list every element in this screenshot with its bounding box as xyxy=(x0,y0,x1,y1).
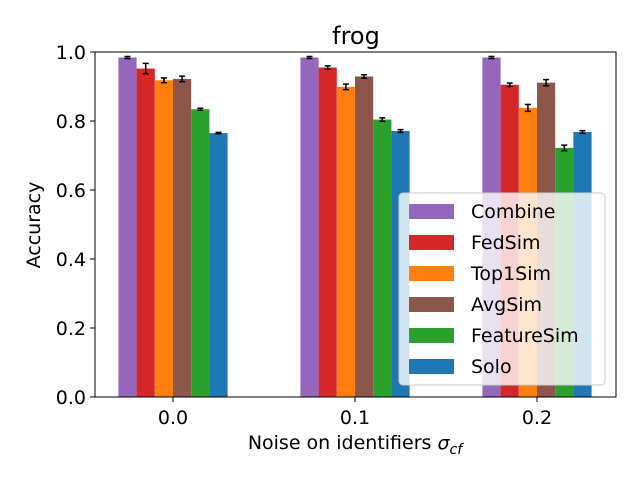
y-tick-label-0.8: 0.8 xyxy=(56,111,86,133)
y-tick-label-0.0: 0.0 xyxy=(56,387,86,409)
legend-label-top1sim: Top1Sim xyxy=(470,263,551,285)
y-axis-label: Accuracy xyxy=(23,182,45,269)
legend-label-featuresim: FeatureSim xyxy=(471,325,579,347)
legend-swatch-avgsim xyxy=(409,297,454,312)
legend-swatch-fedsim xyxy=(409,235,454,250)
legend: Combine FedSim Top1Sim AvgSim FeatureSim Solo xyxy=(398,192,606,386)
legend-label-solo: Solo xyxy=(471,356,512,378)
legend-swatch-featuresim xyxy=(409,328,454,343)
bar-fedsim-0.1 xyxy=(318,67,337,398)
x-axis-label-text: Noise on identifiers xyxy=(248,432,438,454)
legend-swatch-top1sim xyxy=(409,266,454,281)
x-tick-label-0.0: 0.0 xyxy=(158,407,188,429)
bar-avgsim-0.0 xyxy=(173,78,192,397)
bar-top1sim-0.0 xyxy=(154,80,173,397)
y-tick-label-0.4: 0.4 xyxy=(56,249,86,271)
legend-swatch-solo xyxy=(409,359,454,374)
x-axis-label: Noise on identifiers σcf xyxy=(248,432,464,458)
bar-fedsim-0.0 xyxy=(136,68,155,397)
y-tick-label-0.2: 0.2 xyxy=(56,318,86,340)
y-tick-label-0.6: 0.6 xyxy=(56,180,86,202)
legend-swatch-combine xyxy=(409,204,454,219)
legend-label-combine: Combine xyxy=(471,201,555,223)
x-tick-label-0.2: 0.2 xyxy=(522,407,552,429)
bar-avgsim-0.1 xyxy=(355,76,374,398)
x-axis-label-subscript: cf xyxy=(450,442,465,458)
legend-label-avgsim: AvgSim xyxy=(471,294,542,316)
bar-top1sim-0.1 xyxy=(336,86,355,397)
y-tick-label-1.0: 1.0 xyxy=(56,42,86,64)
bar-solo-0.0 xyxy=(209,133,228,397)
x-tick-label-0.1: 0.1 xyxy=(340,407,370,429)
legend-label-fedsim: FedSim xyxy=(471,232,541,254)
bar-featuresim-0.1 xyxy=(373,119,392,398)
chart-title: frog xyxy=(332,22,380,50)
bar-combine-0.1 xyxy=(300,57,319,398)
x-axis-label-symbol: σ xyxy=(437,432,450,454)
bar-combine-0.0 xyxy=(118,57,137,398)
bar-featuresim-0.0 xyxy=(191,109,210,398)
